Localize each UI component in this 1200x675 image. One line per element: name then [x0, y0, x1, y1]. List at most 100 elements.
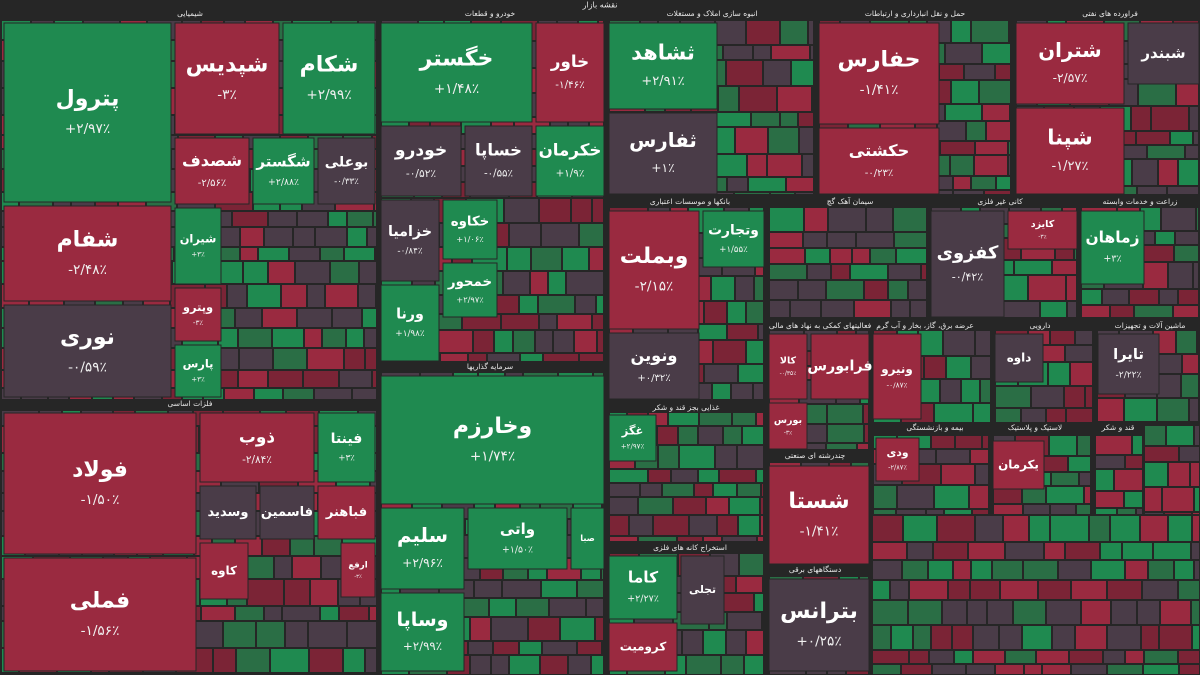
cell	[1030, 516, 1049, 541]
cell	[494, 642, 518, 654]
cell	[956, 436, 981, 448]
cell	[543, 642, 576, 654]
cell	[996, 387, 1030, 407]
tile-symbol: داوه	[1007, 351, 1032, 366]
tile	[282, 22, 376, 135]
tile	[608, 622, 678, 672]
cell	[967, 122, 985, 140]
cell	[1045, 543, 1064, 559]
cell	[504, 272, 529, 294]
cell	[1143, 581, 1177, 599]
cell	[1145, 488, 1161, 511]
tile-symbol: وتجارت	[708, 223, 759, 239]
cell	[941, 142, 974, 154]
cell	[248, 580, 283, 605]
cell	[759, 325, 763, 339]
cell	[370, 607, 376, 620]
tile	[252, 137, 315, 205]
cell	[315, 537, 341, 555]
cell	[997, 177, 1010, 189]
cell	[764, 61, 790, 85]
cell	[718, 516, 737, 535]
cell	[771, 193, 794, 194]
tile-symbol: وسدید	[207, 505, 248, 520]
cell	[853, 249, 869, 263]
cell	[874, 510, 895, 514]
cell	[1108, 626, 1140, 649]
cell	[983, 436, 988, 448]
cell	[1190, 107, 1198, 130]
cell	[296, 262, 329, 283]
cell	[532, 248, 561, 270]
cell	[273, 329, 303, 347]
cell	[1025, 665, 1041, 674]
cell	[587, 599, 603, 616]
cell	[1123, 543, 1152, 559]
tile-change: -۳٪	[784, 431, 792, 437]
cell	[298, 212, 327, 226]
cell	[889, 265, 920, 279]
cell	[1076, 331, 1092, 344]
tile-change: -۲/۲۲٪	[1115, 371, 1141, 381]
cell	[214, 649, 235, 672]
tile-symbol: فرابورس	[807, 359, 872, 375]
cell	[1041, 302, 1066, 317]
sector-title: فعالیتهای کمکی به نهاد های مالی	[769, 321, 872, 330]
cell	[700, 413, 731, 425]
cell	[576, 296, 595, 313]
tile-symbol: شپنا	[1047, 125, 1093, 149]
cell	[728, 325, 757, 339]
cell	[727, 61, 762, 85]
tile-change: +۱/۵۰٪	[502, 544, 533, 555]
cell	[828, 671, 845, 674]
cell	[699, 427, 722, 444]
sector-title: سرمایه گذاریها	[467, 362, 513, 371]
cell	[933, 665, 965, 674]
cell	[438, 331, 472, 352]
cell	[976, 516, 1002, 541]
cell	[1082, 290, 1101, 304]
cell	[348, 228, 366, 246]
cell	[549, 272, 565, 294]
cell	[808, 265, 830, 279]
cell	[321, 248, 343, 260]
tile-symbol: صبا	[580, 533, 595, 543]
tile	[1015, 107, 1125, 195]
cell	[934, 543, 967, 559]
cell	[345, 248, 374, 260]
cell	[796, 193, 813, 194]
tile-symbol: وپترو	[182, 300, 213, 314]
cell	[707, 498, 728, 514]
cell	[366, 649, 376, 672]
cell	[754, 384, 763, 399]
sector-title: زراعت و خدمات وابسته	[1103, 197, 1178, 206]
cell	[727, 631, 745, 654]
cell	[308, 285, 324, 307]
cell	[730, 498, 759, 514]
cell	[970, 486, 988, 508]
tile-symbol: پترول	[56, 86, 120, 111]
cell	[593, 315, 603, 329]
cell	[1118, 509, 1135, 514]
sector-title: دستگاههای برقی	[789, 565, 841, 574]
cell	[769, 128, 798, 153]
cell	[695, 484, 712, 496]
cell	[294, 228, 314, 246]
cell	[857, 233, 893, 247]
cell	[1111, 306, 1133, 317]
tile	[818, 127, 940, 195]
cell	[749, 178, 785, 191]
cell	[952, 21, 970, 42]
cell	[1009, 142, 1010, 154]
cell	[951, 156, 973, 175]
cell	[1050, 436, 1076, 455]
cell	[1169, 463, 1189, 486]
cell	[713, 384, 730, 399]
cell	[708, 193, 733, 194]
cell	[747, 341, 763, 363]
cell	[1149, 561, 1173, 579]
tile-symbol: ودی	[887, 446, 909, 459]
cell	[847, 671, 868, 674]
tile-change: +۲/۸۸٪	[268, 177, 299, 188]
cell	[550, 599, 585, 616]
